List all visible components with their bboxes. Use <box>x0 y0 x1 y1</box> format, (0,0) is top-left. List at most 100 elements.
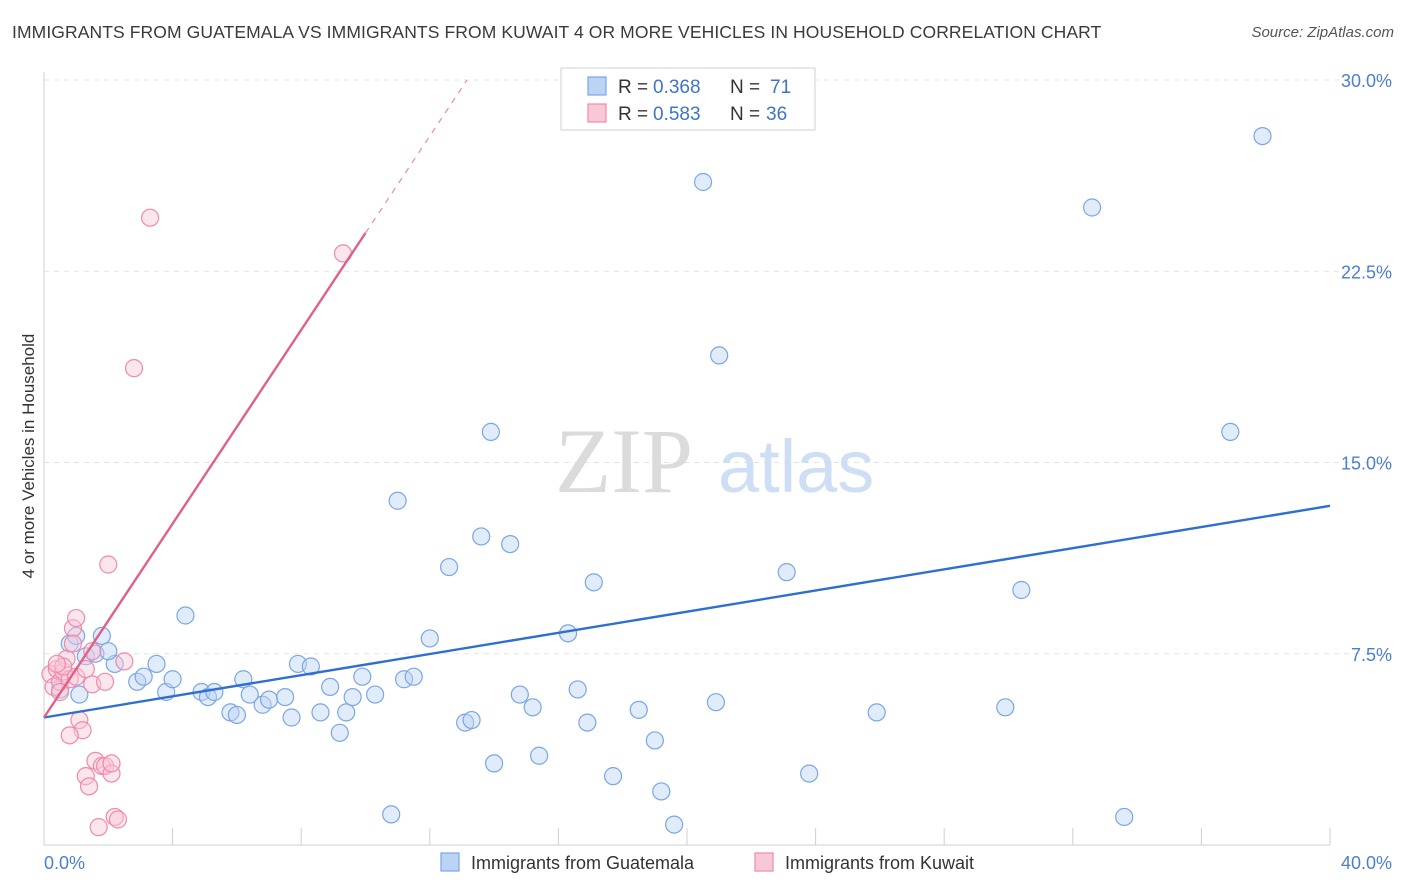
data-point <box>259 690 279 709</box>
y-tick-label: 30.0% <box>1341 71 1392 91</box>
data-point <box>603 767 623 786</box>
data-point <box>388 491 407 510</box>
data-point <box>67 608 86 628</box>
legend-n-value-kuwait: 36 <box>766 104 787 125</box>
data-point <box>330 723 349 742</box>
data-point <box>89 818 108 837</box>
data-point <box>485 754 504 773</box>
data-point <box>301 657 320 676</box>
legend-r-label-kuwait: R = <box>618 104 648 125</box>
x-axis-ticks <box>43 828 1331 845</box>
data-point <box>693 172 713 192</box>
data-point <box>1253 127 1272 146</box>
legend-r-value-kuwait: 0.583 <box>653 104 701 125</box>
data-point <box>70 685 89 704</box>
data-point <box>710 346 729 365</box>
bottom-legend-label-kuwait: Immigrants from Kuwait <box>785 853 974 873</box>
data-point <box>99 555 118 574</box>
data-point <box>645 731 664 750</box>
y-tick-label: 7.5% <box>1351 645 1392 665</box>
series-kuwait-points <box>41 208 353 837</box>
data-point <box>147 654 166 674</box>
data-point <box>79 777 99 796</box>
data-point <box>76 767 95 786</box>
data-point <box>63 619 83 638</box>
data-point <box>501 534 520 554</box>
legend-swatch-guatemala <box>587 76 607 96</box>
data-point <box>63 634 83 653</box>
data-point <box>227 705 246 725</box>
grid-lines <box>44 79 1392 655</box>
data-point <box>1082 198 1102 217</box>
data-point <box>439 557 459 577</box>
data-point <box>706 693 726 712</box>
data-point <box>124 359 144 378</box>
series-guatemala-points <box>50 127 1272 834</box>
bottom-legend-swatch-kuwait <box>754 852 774 872</box>
data-point <box>115 652 134 671</box>
x-tick-label-min: 0.0% <box>44 853 85 873</box>
legend-n-label-guatemala: N = <box>730 77 760 98</box>
data-point <box>140 208 160 227</box>
data-point <box>95 672 115 691</box>
data-point <box>353 667 372 686</box>
data-point <box>665 815 684 834</box>
data-point <box>337 703 356 722</box>
y-axis-tick-labels: 7.5% 15.0% 22.5% 30.0% <box>1341 71 1392 665</box>
chart-source: Source: ZipAtlas.com <box>1251 24 1394 41</box>
legend-n-label-kuwait: N = <box>730 104 760 125</box>
data-point <box>568 680 587 699</box>
legend-r-value-guatemala: 0.368 <box>653 77 701 98</box>
data-point <box>134 667 153 686</box>
data-point <box>311 703 330 722</box>
y-tick-label: 22.5% <box>1341 262 1392 282</box>
legend-n-value-guatemala: 71 <box>770 77 791 98</box>
watermark: ZIP atlas <box>555 410 874 512</box>
data-point <box>105 807 124 827</box>
data-point <box>1221 422 1240 441</box>
data-point <box>382 805 401 824</box>
data-point <box>629 700 648 719</box>
data-point <box>530 746 549 765</box>
data-point <box>276 687 295 707</box>
y-tick-label: 15.0% <box>1341 454 1392 474</box>
data-point <box>800 764 819 783</box>
data-point <box>1115 807 1134 827</box>
data-point <box>652 782 671 801</box>
data-point <box>99 642 118 661</box>
data-point <box>584 573 603 592</box>
chart-title: IMMIGRANTS FROM GUATEMALA VS IMMIGRANTS … <box>12 22 1102 42</box>
data-point <box>1012 580 1031 600</box>
watermark-zip: ZIP <box>555 410 693 512</box>
data-point <box>102 764 121 783</box>
data-point <box>777 563 796 582</box>
data-point <box>523 698 542 717</box>
data-point <box>205 682 224 702</box>
data-point <box>472 527 491 546</box>
y-axis-label: 4 or more Vehicles in Household <box>19 334 38 579</box>
data-point <box>47 654 66 674</box>
trend-line-kuwait-extension <box>365 79 468 234</box>
data-point <box>282 708 301 727</box>
data-point <box>163 670 182 689</box>
data-point <box>102 754 121 773</box>
bottom-legend-label-guatemala: Immigrants from Guatemala <box>471 853 695 873</box>
data-point <box>867 703 886 722</box>
trend-line-guatemala <box>43 504 1331 719</box>
data-point <box>481 422 500 441</box>
data-point <box>366 685 385 704</box>
data-point <box>343 687 362 707</box>
legend-box: R = 0.368 N = 71 R = 0.583 N = 36 <box>560 67 816 131</box>
data-point <box>176 606 195 625</box>
data-point <box>510 685 529 704</box>
bottom-legend: Immigrants from Guatemala Immigrants fro… <box>440 852 974 873</box>
bottom-legend-swatch-guatemala <box>440 852 460 872</box>
data-point <box>420 629 439 648</box>
legend-r-label-guatemala: R = <box>618 77 648 98</box>
data-point <box>996 698 1015 717</box>
data-point <box>92 626 111 646</box>
data-point <box>462 710 481 730</box>
data-point <box>240 685 259 704</box>
data-point <box>578 713 597 732</box>
